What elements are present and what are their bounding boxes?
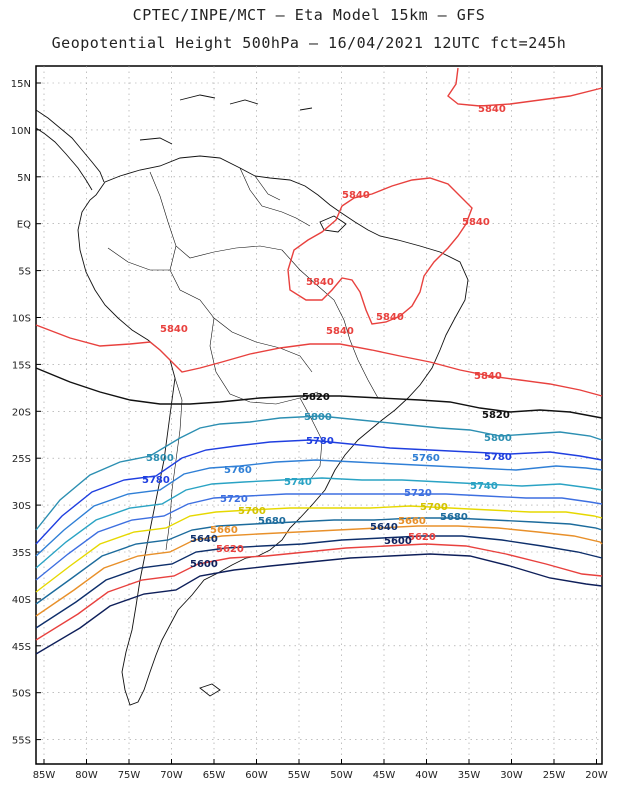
contour-5620 [35,543,603,641]
lon-label: 55W [288,770,311,781]
lat-label: 5N [17,173,31,184]
lon-label: 40W [415,770,438,781]
contour-5680 [35,517,603,605]
contour-5840-brazil [287,177,473,325]
lon-label: 65W [203,770,226,781]
title-line-2: Geopotential Height 500hPa – 16/04/2021 … [51,34,567,52]
longitude-labels: 85W 80W 75W 70W 65W 60W 55W 50W 45W 40W 35W 30W 25W 2… [33,770,608,781]
label-5620-a: 5620 [216,544,244,555]
lon-label: 35W [458,770,481,781]
contour-5720 [35,493,603,581]
label-5700-a: 5700 [238,506,266,517]
label-5840-g: 5840 [160,324,188,335]
label-5600-b: 5600 [384,536,412,547]
lon-label: 70W [160,770,183,781]
label-5640-b: 5640 [370,522,398,533]
lon-label: 85W [33,770,56,781]
border-lines [107,167,379,551]
contour-labels: 5840 5840 5840 5840 5840 5840 5840 5840 … [142,104,512,570]
label-5820-b: 5820 [482,410,510,421]
label-5720-b: 5720 [404,488,432,499]
lon-label: 60W [245,770,268,781]
lat-label: 40S [12,595,31,606]
label-5600-a: 5600 [190,559,218,570]
label-5840-h: 5840 [474,371,502,382]
contour-5840-south [35,324,603,397]
label-5760-a: 5760 [224,465,252,476]
south-america-coast [77,155,469,706]
label-5740-a: 5740 [284,477,312,488]
lat-label: 15S [12,360,31,371]
lon-label: 50W [330,770,353,781]
graticule [36,66,602,764]
lat-label: EQ [17,220,31,231]
label-5800-b: 5800 [484,433,512,444]
label-5660-a: 5660 [210,525,238,536]
contour-5740 [35,477,603,569]
label-5680-b: 5680 [440,512,468,523]
lon-label: 45W [373,770,396,781]
contour-5840-north [447,67,603,107]
label-5720-a: 5720 [220,494,248,505]
falklands [199,683,221,697]
label-5640-a: 5640 [190,534,218,545]
label-5700-b: 5700 [420,502,448,513]
label-5680-a: 5680 [258,516,286,527]
map-frame [35,65,603,765]
contour-lines [35,67,603,655]
label-5660-b: 5660 [398,516,426,527]
contour-5700 [35,505,603,593]
lat-label: 20S [12,407,31,418]
country-borders [107,167,379,551]
lat-label: 55S [12,736,31,747]
label-5740-b: 5740 [470,481,498,492]
lat-label: 30S [12,501,31,512]
contour-5760 [35,459,603,557]
label-5620-b: 5620 [408,532,436,543]
contour-5640 [35,535,603,629]
lat-label: 5S [18,267,31,278]
lon-label: 80W [75,770,98,781]
lon-label: 75W [118,770,141,781]
label-5800-c: 5800 [146,453,174,464]
label-5820-a: 5820 [302,392,330,403]
contour-5600 [35,553,603,655]
marajo-island [319,215,347,233]
lat-label: 50S [12,689,31,700]
contour-5820 [35,367,603,419]
lat-label: 15N [11,79,31,90]
label-5840-c: 5840 [462,217,490,228]
contour-5780 [35,439,603,545]
central-america-coast [35,109,105,191]
title-line-1: CPTEC/INPE/MCT – Eta Model 15km – GFS [132,6,486,24]
label-5840-d: 5840 [306,277,334,288]
label-5800-a: 5800 [304,412,332,423]
lon-label: 30W [500,770,523,781]
contour-5800 [35,415,603,531]
latitude-labels: 15N 10N 5N EQ 5S 10S 15S 20S 25S 30S 35S 40S 45S 50S 5… [11,79,31,747]
lat-label: 25S [12,454,31,465]
coastlines [35,94,469,706]
label-5780-a: 5780 [306,436,334,447]
lat-label: 10S [12,314,31,325]
label-5760-b: 5760 [412,453,440,464]
lon-label: 25W [543,770,566,781]
lat-label: 35S [12,548,31,559]
label-5840-b: 5840 [342,190,370,201]
label-5840-a: 5840 [478,104,506,115]
caribbean-islands [139,94,313,145]
lon-label: 20W [585,770,608,781]
label-5780-c: 5780 [142,475,170,486]
contour-5660 [35,525,603,617]
label-5780-b: 5780 [484,452,512,463]
lat-label: 45S [12,642,31,653]
lat-label: 10N [11,126,31,137]
label-5840-f: 5840 [326,326,354,337]
label-5840-e: 5840 [376,312,404,323]
